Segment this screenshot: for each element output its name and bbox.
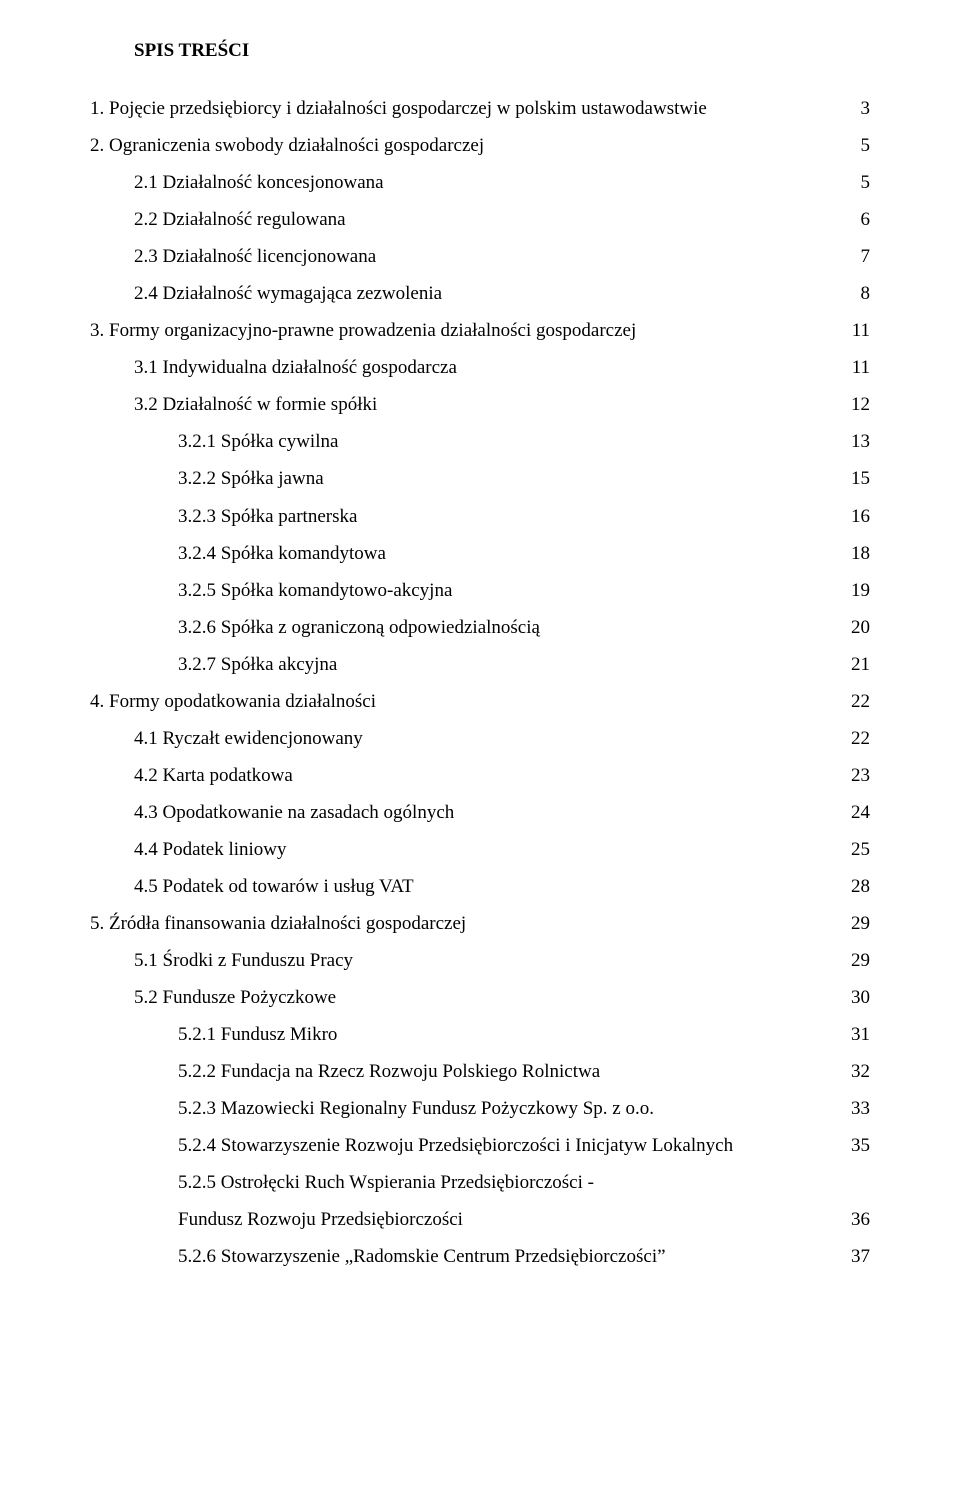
toc-entry-label: 5.2.3 Mazowiecki Regionalny Fundusz Poży… [90,1090,831,1127]
toc-entry: 1. Pojęcie przedsiębiorcy i działalności… [90,90,870,127]
toc-entry-page: 35 [831,1127,870,1164]
toc-entry: 5.2.5 Ostrołęcki Ruch Wspierania Przedsi… [90,1164,870,1201]
toc-entry-page: 13 [831,423,870,460]
toc-entry-label: 3.1 Indywidualna działalność gospodarcza [90,349,832,386]
toc-entry-label: 4.2 Karta podatkowa [90,757,831,794]
toc-entry-label: 1. Pojęcie przedsiębiorcy i działalności… [90,90,841,127]
toc-entry-label: 5.2.5 Ostrołęcki Ruch Wspierania Przedsi… [90,1164,850,1201]
toc-entry-page: 16 [831,498,870,535]
toc-entry: 3.2 Działalność w formie spółki12 [90,386,870,423]
toc-entry-page: 29 [831,905,870,942]
toc-entry-label: 5.2 Fundusze Pożyczkowe [90,979,831,1016]
toc-entry: 3.2.3 Spółka partnerska16 [90,498,870,535]
toc-entry: 5.2.3 Mazowiecki Regionalny Fundusz Poży… [90,1090,870,1127]
toc-entry: 5.1 Środki z Funduszu Pracy29 [90,942,870,979]
toc-entry-label: 3.2.7 Spółka akcyjna [90,646,831,683]
toc-entry: 3.1 Indywidualna działalność gospodarcza… [90,349,870,386]
toc-entry: Fundusz Rozwoju Przedsiębiorczości36 [90,1201,870,1238]
toc-entry: 2.3 Działalność licencjonowana7 [90,238,870,275]
toc-entry-page: 18 [831,535,870,572]
toc-entry-label: 5. Źródła finansowania działalności gosp… [90,905,831,942]
toc-entry-label: 2. Ograniczenia swobody działalności gos… [90,127,841,164]
toc-entry: 2.4 Działalność wymagająca zezwolenia8 [90,275,870,312]
toc-entry-page: 32 [831,1053,870,1090]
toc-entry: 4.5 Podatek od towarów i usług VAT28 [90,868,870,905]
toc-entry-label: 5.2.6 Stowarzyszenie „Radomskie Centrum … [90,1238,831,1275]
toc-entry-page: 11 [832,312,870,349]
toc-entry: 5.2.2 Fundacja na Rzecz Rozwoju Polskieg… [90,1053,870,1090]
toc-entry: 3.2.5 Spółka komandytowo-akcyjna19 [90,572,870,609]
toc-entry-label: 3.2.3 Spółka partnerska [90,498,831,535]
toc-entry: 2. Ograniczenia swobody działalności gos… [90,127,870,164]
toc-entry-page: 8 [841,275,871,312]
toc-entry: 3. Formy organizacyjno-prawne prowadzeni… [90,312,870,349]
page-title: SPIS TREŚCI [134,40,870,62]
toc-entry-label: 3.2.1 Spółka cywilna [90,423,831,460]
toc-entry-label: 3.2.4 Spółka komandytowa [90,535,831,572]
toc-entry-page: 21 [831,646,870,683]
toc-entry: 5.2.1 Fundusz Mikro31 [90,1016,870,1053]
toc-entry: 3.2.1 Spółka cywilna13 [90,423,870,460]
toc-entry-label: 4.4 Podatek liniowy [90,831,831,868]
toc-entry: 3.2.4 Spółka komandytowa18 [90,535,870,572]
toc-entry-page: 25 [831,831,870,868]
toc-entry-label: 3.2 Działalność w formie spółki [90,386,831,423]
toc-entry-page: 6 [841,201,871,238]
toc-entry-label: 5.2.4 Stowarzyszenie Rozwoju Przedsiębio… [90,1127,831,1164]
toc-entry-label: 3. Formy organizacyjno-prawne prowadzeni… [90,312,832,349]
toc-entry-page: 5 [841,127,871,164]
toc-entry-page: 30 [831,979,870,1016]
toc-entry-label: 4. Formy opodatkowania działalności [90,683,831,720]
toc-entry-label: 5.2.1 Fundusz Mikro [90,1016,831,1053]
toc-entry-label: 4.3 Opodatkowanie na zasadach ogólnych [90,794,831,831]
toc-entry-page: 23 [831,757,870,794]
toc-entry-page: 5 [841,164,871,201]
toc-entry-label: Fundusz Rozwoju Przedsiębiorczości [90,1201,831,1238]
toc-entry: 5. Źródła finansowania działalności gosp… [90,905,870,942]
toc-entry: 4.4 Podatek liniowy25 [90,831,870,868]
toc-entry-page: 29 [831,942,870,979]
toc-entry-label: 2.1 Działalność koncesjonowana [90,164,841,201]
toc-entry-label: 3.2.6 Spółka z ograniczoną odpowiedzialn… [90,609,831,646]
toc-entry: 4.1 Ryczałt ewidencjonowany22 [90,720,870,757]
toc-entry-page: 31 [831,1016,870,1053]
toc-entry-page: 33 [831,1090,870,1127]
toc-entry: 3.2.6 Spółka z ograniczoną odpowiedzialn… [90,609,870,646]
toc-entry: 2.2 Działalność regulowana6 [90,201,870,238]
toc-entry-label: 5.2.2 Fundacja na Rzecz Rozwoju Polskieg… [90,1053,831,1090]
toc-entry-page: 7 [841,238,871,275]
toc-entry-label: 5.1 Środki z Funduszu Pracy [90,942,831,979]
toc-entry-label: 3.2.5 Spółka komandytowo-akcyjna [90,572,831,609]
toc-entry: 5.2 Fundusze Pożyczkowe30 [90,979,870,1016]
toc-entry: 3.2.2 Spółka jawna15 [90,460,870,497]
toc-entry: 4.2 Karta podatkowa23 [90,757,870,794]
toc-entry: 5.2.4 Stowarzyszenie Rozwoju Przedsiębio… [90,1127,870,1164]
toc-entry-page: 36 [831,1201,870,1238]
toc-entry: 4.3 Opodatkowanie na zasadach ogólnych24 [90,794,870,831]
toc-entry-label: 2.4 Działalność wymagająca zezwolenia [90,275,841,312]
toc-entry-page: 11 [832,349,870,386]
toc-entry-page: 19 [831,572,870,609]
toc-entry-label: 2.2 Działalność regulowana [90,201,841,238]
toc-entry-page: 22 [831,683,870,720]
toc-entry-page: 24 [831,794,870,831]
toc-entry-page: 28 [831,868,870,905]
toc-entry-label: 4.5 Podatek od towarów i usług VAT [90,868,831,905]
toc-entry: 4. Formy opodatkowania działalności22 [90,683,870,720]
toc-entry-page: 15 [831,460,870,497]
toc-entry-page: 37 [831,1238,870,1275]
toc-entry: 2.1 Działalność koncesjonowana5 [90,164,870,201]
toc-entry: 3.2.7 Spółka akcyjna21 [90,646,870,683]
toc-entry-page: 22 [831,720,870,757]
toc-entry: 5.2.6 Stowarzyszenie „Radomskie Centrum … [90,1238,870,1275]
table-of-contents: 1. Pojęcie przedsiębiorcy i działalności… [90,90,870,1276]
toc-entry-page: 3 [841,90,871,127]
toc-entry-page: 12 [831,386,870,423]
toc-entry-label: 3.2.2 Spółka jawna [90,460,831,497]
toc-entry-page: 20 [831,609,870,646]
toc-entry-label: 4.1 Ryczałt ewidencjonowany [90,720,831,757]
toc-entry-label: 2.3 Działalność licencjonowana [90,238,841,275]
